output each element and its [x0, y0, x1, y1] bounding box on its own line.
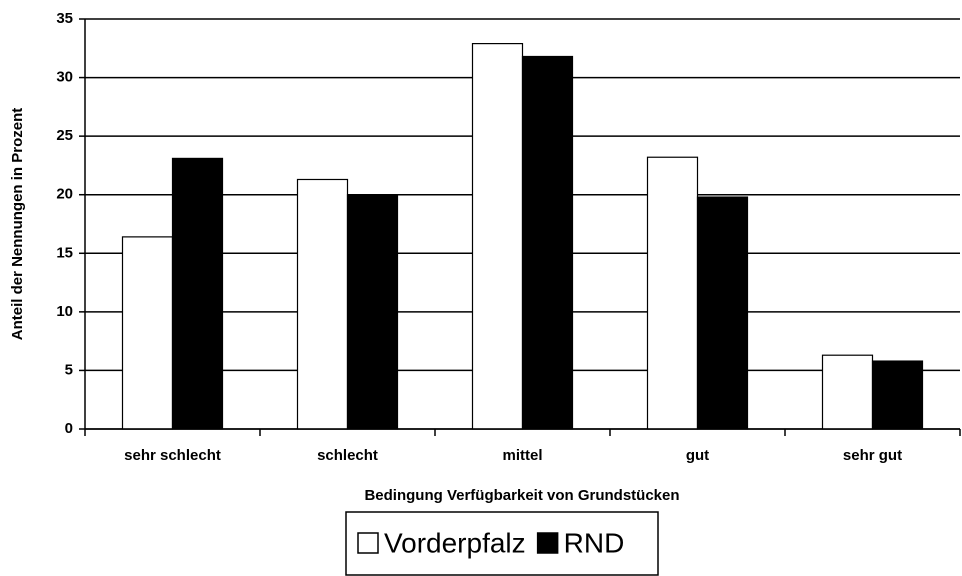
bar — [646, 156, 699, 430]
y-tick-label: 30 — [56, 69, 73, 86]
y-tick-label: 25 — [56, 127, 73, 144]
bar — [871, 360, 924, 430]
y-tick-label: 0 — [65, 420, 73, 437]
x-axis-label: Bedingung Verfügbarkeit von Grundstücken — [364, 487, 679, 504]
y-tick-label: 15 — [56, 244, 73, 261]
legend-swatch — [536, 532, 559, 554]
bar — [521, 55, 574, 430]
legend-label: Vorderpfalz — [384, 527, 526, 558]
bar — [696, 196, 749, 430]
bar — [296, 178, 349, 430]
y-tick-label: 20 — [56, 186, 73, 203]
bar — [121, 236, 174, 430]
legend-box — [345, 511, 659, 576]
x-tick-label: schlecht — [317, 447, 378, 464]
y-tick-label: 10 — [56, 303, 73, 320]
bar — [821, 354, 874, 430]
y-tick-label: 35 — [56, 10, 73, 27]
x-tick-label: mittel — [502, 447, 542, 464]
y-axis-label: Anteil der Nennungen in Prozent — [9, 108, 26, 341]
bar — [171, 157, 224, 430]
y-tick-label: 5 — [65, 361, 73, 378]
bar — [346, 194, 399, 430]
x-tick-label: sehr schlecht — [124, 447, 221, 464]
x-tick-label: sehr gut — [843, 447, 902, 464]
legend-swatch — [357, 532, 379, 554]
bar — [471, 42, 524, 430]
x-tick-label: gut — [686, 447, 709, 464]
legend-label: RND — [564, 527, 625, 558]
